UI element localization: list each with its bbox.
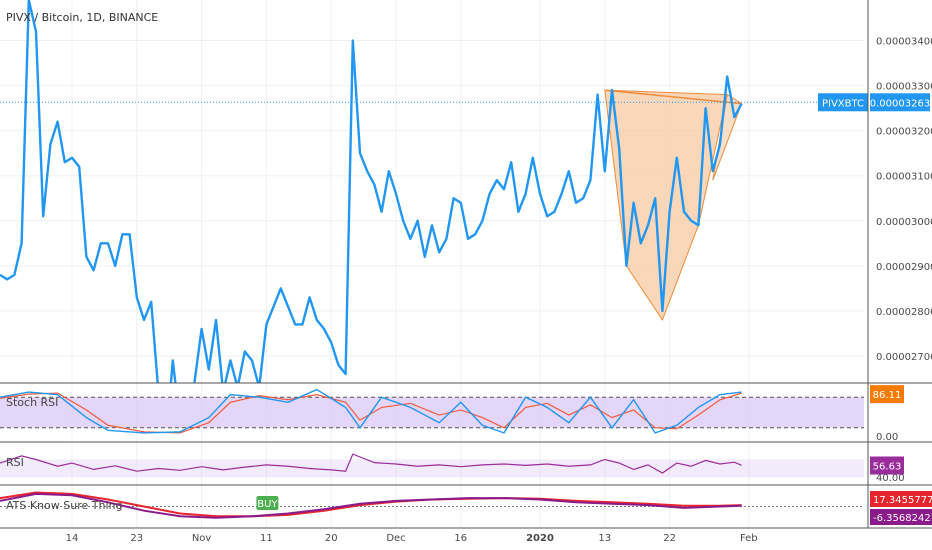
- last-price-badge: [870, 93, 930, 112]
- symbol-badge-text: PIVXBTC: [822, 98, 864, 109]
- rsi-badge: [870, 456, 904, 475]
- pattern-neckline: [604, 89, 742, 105]
- y-tick-label: 0.00003300: [876, 82, 932, 93]
- x-tick-label: 20: [325, 533, 338, 544]
- y-tick-label: 0.00003400: [876, 37, 932, 48]
- x-tick-label: 16: [454, 533, 467, 544]
- symbol-badge: [818, 93, 868, 112]
- stoch-badge-text: 86.11: [873, 390, 902, 401]
- x-tick-label: 14: [66, 533, 79, 544]
- rsi-pane[interactable]: 56.63: [0, 453, 904, 478]
- x-tick-label: 22: [663, 533, 676, 544]
- kst-line: [0, 492, 742, 519]
- x-tick-label: 11: [260, 533, 273, 544]
- buy-signal-badge: [256, 496, 279, 510]
- price-line: [0, 0, 743, 383]
- y-tick-label: 0.00002900: [876, 262, 932, 273]
- rsi-badge-text: 56.63: [873, 462, 902, 473]
- y-tick-label: 0.00003200: [876, 127, 932, 138]
- rsi-label: RSI: [6, 456, 24, 469]
- kst-signal-line: [0, 491, 742, 518]
- stoch-rsi-pane[interactable]: 86.11: [0, 385, 904, 434]
- stoch-rsi-label: Stoch RSI: [6, 396, 58, 409]
- chart-title: PIVX / Bitcoin, 1D, BINANCE: [6, 11, 158, 24]
- x-tick-label: Dec: [386, 533, 405, 544]
- rsi-tick-label: 40.00: [876, 473, 905, 484]
- kst-badge: [870, 491, 932, 507]
- grid: [0, 0, 864, 528]
- price-pane[interactable]: PIVXBTC 0.00003263: [0, 0, 930, 446]
- pattern-head-shape: [604, 89, 728, 322]
- last-price-badge-text: 0.00003263: [870, 98, 930, 109]
- stoch-d-line: [0, 392, 742, 434]
- x-tick-label: Feb: [740, 533, 758, 544]
- stoch-badge: [870, 385, 904, 404]
- y-tick-label: 0.00003000: [876, 217, 932, 228]
- kst-badge-text: 17.34557772: [873, 495, 932, 506]
- kst-pane[interactable]: BUY 17.34557772 -6.35682421: [0, 491, 932, 525]
- y-tick-label: 0.00003100: [876, 172, 932, 183]
- x-tick-label: Nov: [192, 533, 212, 544]
- stoch-tick-label: 0.00: [876, 432, 898, 443]
- y-tick-label: 0.00002800: [876, 307, 932, 318]
- kst2-badge: [870, 509, 932, 525]
- kst-label: ATS Know Sure Thing: [6, 499, 122, 512]
- kst2-badge-text: -6.35682421: [873, 513, 932, 524]
- rsi-line: [0, 453, 742, 474]
- x-tick-label: 2020: [526, 533, 554, 544]
- buy-signal-text: BUY: [257, 499, 278, 510]
- y-tick-label: 0.00002700: [876, 352, 932, 363]
- x-tick-label: 13: [598, 533, 611, 544]
- rsi-band: [0, 459, 864, 478]
- stoch-k-line: [0, 388, 742, 434]
- x-tick-label: 23: [130, 533, 143, 544]
